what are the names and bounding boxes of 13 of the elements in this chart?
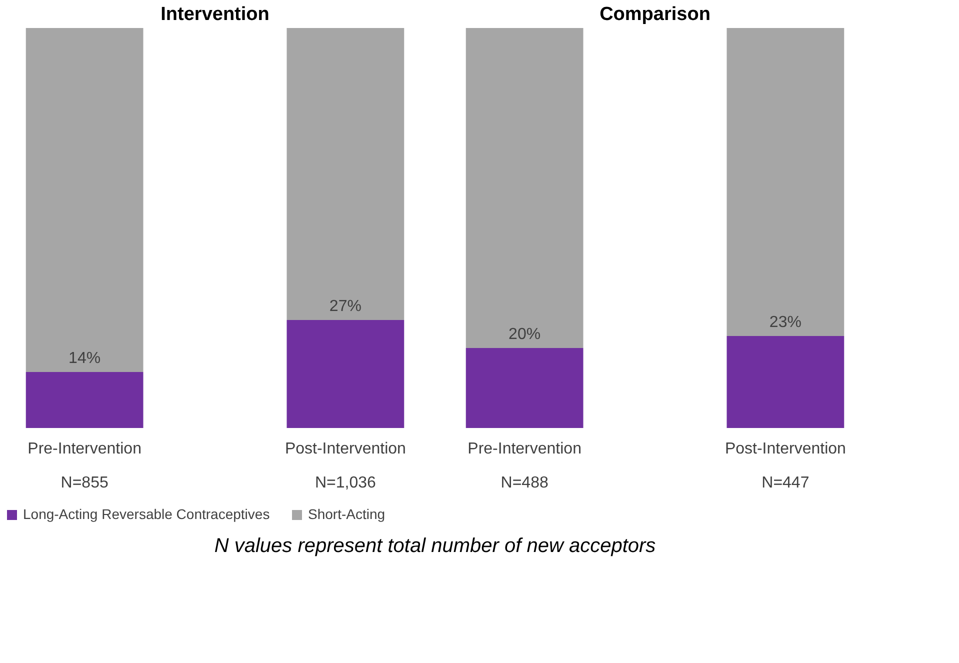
legend-label: Short-Acting — [308, 506, 386, 522]
data-label: 14% — [68, 350, 101, 367]
x-tick-label: Pre-Intervention N=488 — [468, 440, 582, 492]
legend-label: Long-Acting Reversable Contraceptives — [23, 506, 270, 522]
chart-title: Comparison — [600, 4, 710, 25]
x-tick-label: Post-Intervention N=447 — [724, 440, 846, 492]
data-label: 23% — [769, 314, 802, 331]
text: N values represent total number of new acceptors — [214, 535, 656, 557]
x-tick-label: Post-Intervention N=1,036 — [284, 440, 406, 492]
data-label: 20% — [508, 326, 541, 343]
data-label: 27% — [329, 298, 362, 315]
x-tick-label: Pre-Intervention N=855 — [28, 440, 142, 492]
chart-title: Intervention — [160, 4, 270, 25]
